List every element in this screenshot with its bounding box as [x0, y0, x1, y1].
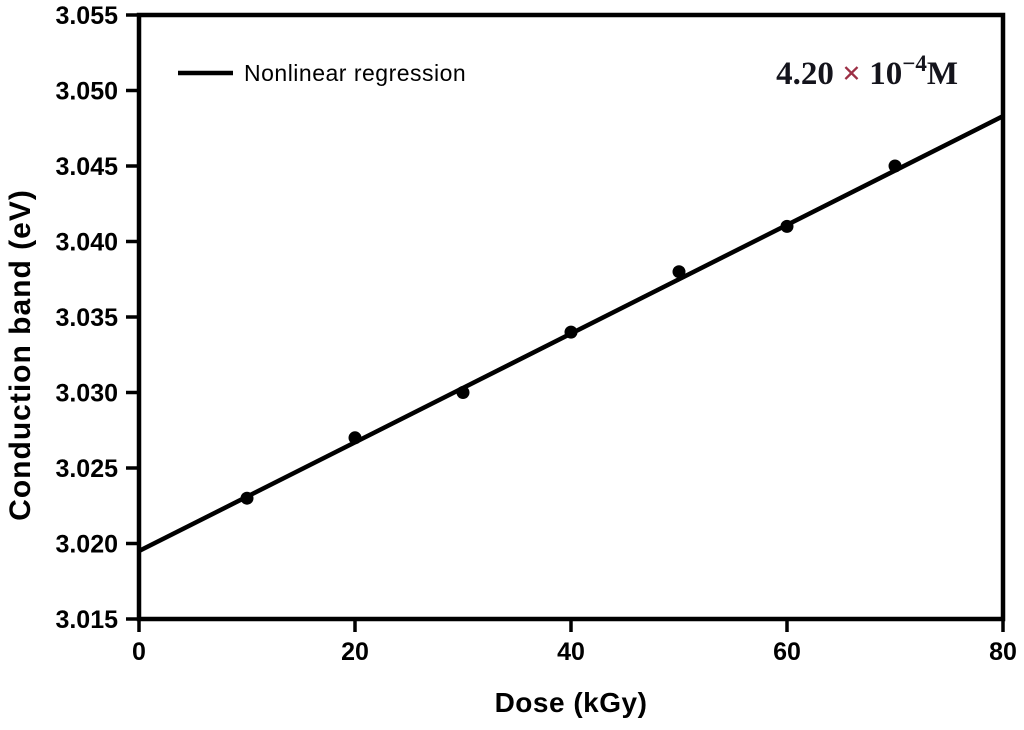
data-point: [780, 219, 794, 233]
data-point: [564, 325, 578, 339]
x-tick-label: 0: [132, 638, 146, 666]
data-point: [672, 265, 686, 279]
y-tick-label: 3.035: [55, 304, 118, 332]
legend-label: Nonlinear regression: [244, 60, 466, 86]
data-point: [456, 386, 470, 399]
y-tick-label: 3.020: [55, 531, 118, 559]
y-tick-label: 3.015: [55, 606, 118, 634]
annotation-base: 10: [869, 56, 902, 92]
data-point: [240, 491, 254, 505]
annotation-exponent: −4: [902, 51, 927, 76]
x-axis-label: Dose (kGy): [495, 687, 648, 718]
annotation-concentration: 4.20 × 10−4M: [776, 51, 958, 92]
y-tick-label: 3.050: [55, 78, 118, 106]
annotation-coefficient: 4.20: [776, 56, 842, 92]
x-tick-label: 80: [989, 638, 1017, 666]
x-tick-label: 60: [773, 638, 801, 666]
y-tick-label: 3.030: [55, 380, 118, 408]
y-axis-label: Conduction band (eV): [4, 189, 37, 521]
plot-frame: [136, 12, 1006, 622]
y-tick-label: 3.055: [55, 2, 118, 30]
data-point: [348, 431, 362, 445]
data-point: [888, 159, 902, 173]
y-tick-label: 3.025: [55, 455, 118, 483]
annotation-unit: M: [927, 56, 958, 92]
annotation-times-sign: ×: [842, 56, 869, 92]
x-tick-label: 40: [557, 638, 585, 666]
y-tick-label: 3.040: [55, 229, 118, 257]
x-tick-label: 20: [341, 638, 369, 666]
y-tick-label: 3.045: [55, 153, 118, 181]
